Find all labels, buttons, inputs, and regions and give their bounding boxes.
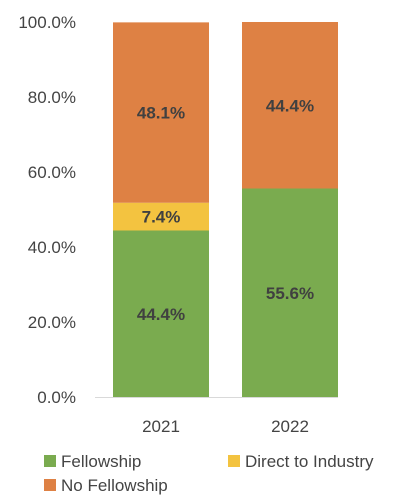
y-tick-label: 60.0% — [28, 163, 76, 182]
data-label: 44.4% — [266, 96, 314, 115]
x-tick-label: 2022 — [271, 417, 309, 436]
legend-label: Fellowship — [61, 452, 141, 471]
bar-segment-fellowship-2021 — [113, 230, 209, 397]
bar-segment-fellowship-2022 — [242, 188, 338, 397]
data-label: 44.4% — [137, 305, 185, 324]
bar-segment-no-fellowship-2022 — [242, 22, 338, 189]
y-axis: 0.0% 20.0% 40.0% 60.0% 80.0% 100.0% — [18, 13, 76, 407]
legend: Fellowship Direct to Industry No Fellowshi… — [44, 452, 374, 495]
legend-label: No Fellowship — [61, 476, 168, 495]
legend-label: Direct to Industry — [245, 452, 374, 471]
legend-swatch — [228, 455, 240, 467]
y-tick-label: 80.0% — [28, 88, 76, 107]
y-tick-label: 20.0% — [28, 313, 76, 332]
legend-item-direct-to-industry: Direct to Industry — [228, 452, 374, 471]
x-axis: 2021 2022 — [95, 397, 338, 436]
bar-segment-direct-to-industry-2021 — [113, 202, 209, 231]
legend-swatch — [44, 479, 56, 491]
x-tick-label: 2021 — [142, 417, 180, 436]
y-tick-label: 40.0% — [28, 238, 76, 257]
legend-swatch — [44, 455, 56, 467]
data-label: 7.4% — [142, 208, 181, 227]
legend-item-fellowship: Fellowship — [44, 452, 141, 471]
data-label: 55.6% — [266, 284, 314, 303]
data-label: 48.1% — [137, 104, 185, 123]
legend-item-no-fellowship: No Fellowship — [44, 476, 168, 495]
y-tick-label: 0.0% — [37, 388, 76, 407]
bar-segment-no-fellowship-2021 — [113, 22, 209, 203]
bar-stack-group: 44.4% 7.4% 48.1% 55.6% 44.4% — [113, 22, 338, 397]
y-tick-label: 100.0% — [18, 13, 76, 32]
